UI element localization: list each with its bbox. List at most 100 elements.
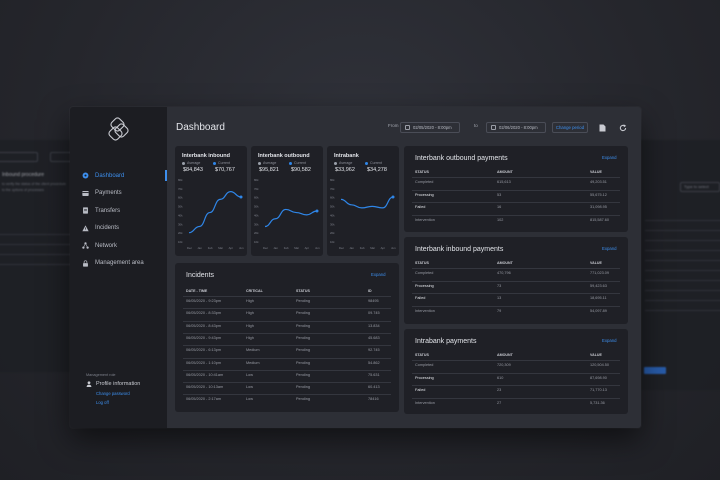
y-tick-label: 40k (178, 213, 183, 217)
from-date-field[interactable]: 02/05/2020 - 8:00pm (400, 122, 460, 133)
column-header: CRITICAL (246, 289, 263, 293)
to-date-field[interactable]: 02/06/2020 - 8:00pm (486, 122, 546, 133)
inbound-expand-link[interactable]: Expand (602, 246, 617, 251)
bg-divider (645, 220, 720, 221)
table-cell: 87,698.90 (590, 375, 607, 380)
outbound-expand-link[interactable]: Expand (602, 155, 617, 160)
bg-divider (645, 310, 720, 311)
incidents-expand-link[interactable]: Expand (371, 272, 386, 277)
sidebar-item-management[interactable]: Management area (82, 255, 167, 273)
y-tick-label: 70k (254, 187, 259, 191)
sidebar-item-dashboard[interactable]: Dashboard (82, 167, 167, 185)
x-tick-label: Jun (239, 246, 244, 250)
table-cell: 49,203.51 (590, 180, 607, 184)
row-divider (183, 345, 391, 347)
export-button[interactable] (597, 122, 608, 133)
bg-title: Inbound procedure (2, 172, 44, 178)
from-date-value: 02/05/2020 - 8:00pm (413, 125, 452, 130)
table-cell: 470,796 (497, 271, 511, 275)
profile-link[interactable]: Profile information (86, 381, 166, 387)
table-cell: 79 (497, 308, 502, 313)
incidents-title: Incidents (186, 272, 215, 279)
table-cell: 78416 (368, 397, 379, 402)
legend-dot (365, 161, 368, 165)
sidebar-item-transfers[interactable]: Transfers (82, 202, 167, 220)
x-tick-label: Dec (339, 246, 345, 250)
intrabank-title: Intrabank payments (415, 338, 477, 345)
sidebar-item-network[interactable]: Network (82, 237, 167, 255)
legend-current-label: Current (218, 161, 230, 165)
bg-divider (0, 264, 125, 265)
sidebar-item-payments[interactable]: Payments (82, 185, 167, 203)
row-divider (412, 372, 620, 374)
table-cell: Processing (415, 375, 434, 380)
average-value: $95,821 (259, 167, 279, 173)
data-point (239, 195, 243, 199)
y-tick-label: 50k (330, 205, 335, 209)
column-header: VALUE (590, 261, 602, 265)
table-cell: Low (246, 372, 253, 377)
row-divider (412, 293, 620, 294)
x-tick-label: Mar (294, 246, 299, 250)
change-period-button[interactable]: Change period (552, 122, 588, 133)
column-header: AMOUNT (497, 170, 513, 174)
row-divider (183, 332, 391, 334)
user-icon (86, 381, 92, 387)
average-value: $84,843 (183, 167, 203, 173)
y-tick-label: 70k (178, 187, 183, 191)
column-header: VALUE (590, 170, 602, 174)
sidebar-item-incidents[interactable]: Incidents (82, 220, 167, 238)
column-header: AMOUNT (497, 353, 513, 357)
table-cell: Low (246, 385, 253, 390)
sidebar: Dashboard Payments Transfers Incidents N… (70, 107, 167, 428)
y-tick-label: 50k (254, 205, 259, 209)
series-line (188, 191, 242, 234)
table-cell: Pending (296, 372, 310, 377)
legend-average: Average (334, 161, 352, 165)
legend-average-label: Average (187, 161, 201, 165)
table-cell: Failed (415, 388, 426, 392)
bg-divider (645, 250, 720, 251)
column-header: DATE - TIME (186, 289, 208, 293)
chart-card-intrabank: Intrabank Average Current $33,962 $34,27… (327, 146, 399, 256)
row-divider (183, 382, 391, 384)
x-tick-label: Jun (391, 246, 396, 250)
sidebar-item-label: Network (95, 242, 118, 249)
table-cell: 31,098.95 (590, 205, 607, 209)
table-cell: High (246, 299, 254, 303)
change-password-link[interactable]: Change password (96, 391, 130, 396)
table-cell: Pending (296, 360, 310, 365)
table-cell: 06/05/2020 - 6:13pm (186, 348, 222, 353)
column-header: STATUS (415, 353, 429, 357)
table-cell: 55,675.12 (590, 192, 607, 197)
intrabank-expand-link[interactable]: Expand (602, 338, 617, 343)
card-icon (82, 190, 89, 196)
sidebar-footer: Management role Profile information Chan… (86, 373, 166, 409)
row-divider (412, 305, 620, 307)
chart-title: Interbank outbound (258, 153, 310, 159)
outbound-payments-card: Interbank outbound payments Expand STATU… (404, 146, 628, 232)
row-divider (183, 308, 391, 310)
inbound-title: Interbank inbound payments (415, 246, 504, 253)
table-cell: 06/05/2020 - 9:43pm (186, 335, 222, 340)
y-tick-label: 30k (330, 222, 335, 226)
table-cell: Completed (415, 180, 434, 184)
x-tick-label: Feb (208, 246, 213, 250)
row-divider (412, 385, 620, 386)
refresh-button[interactable] (617, 122, 628, 133)
intrabank-payments-card: Intrabank payments Expand STATUS AMOUNT VA… (404, 329, 628, 414)
series-line (264, 208, 318, 228)
bg-divider (645, 270, 720, 271)
sidebar-item-label: Management area (95, 260, 144, 267)
y-tick-label: 60k (254, 196, 259, 200)
file-icon (599, 124, 606, 131)
y-tick-label: 20k (178, 231, 183, 235)
legend-average: Average (258, 161, 276, 165)
profile-label: Profile information (96, 381, 141, 387)
table-cell: Medium (246, 348, 260, 353)
legend-average-label: Average (339, 161, 353, 165)
table-cell: 75.631 (368, 372, 380, 377)
logout-link[interactable]: Log off (96, 400, 109, 405)
x-tick-label: Dec (187, 246, 193, 250)
table-cell: 06/05/2020 - 2:17am (186, 397, 222, 402)
